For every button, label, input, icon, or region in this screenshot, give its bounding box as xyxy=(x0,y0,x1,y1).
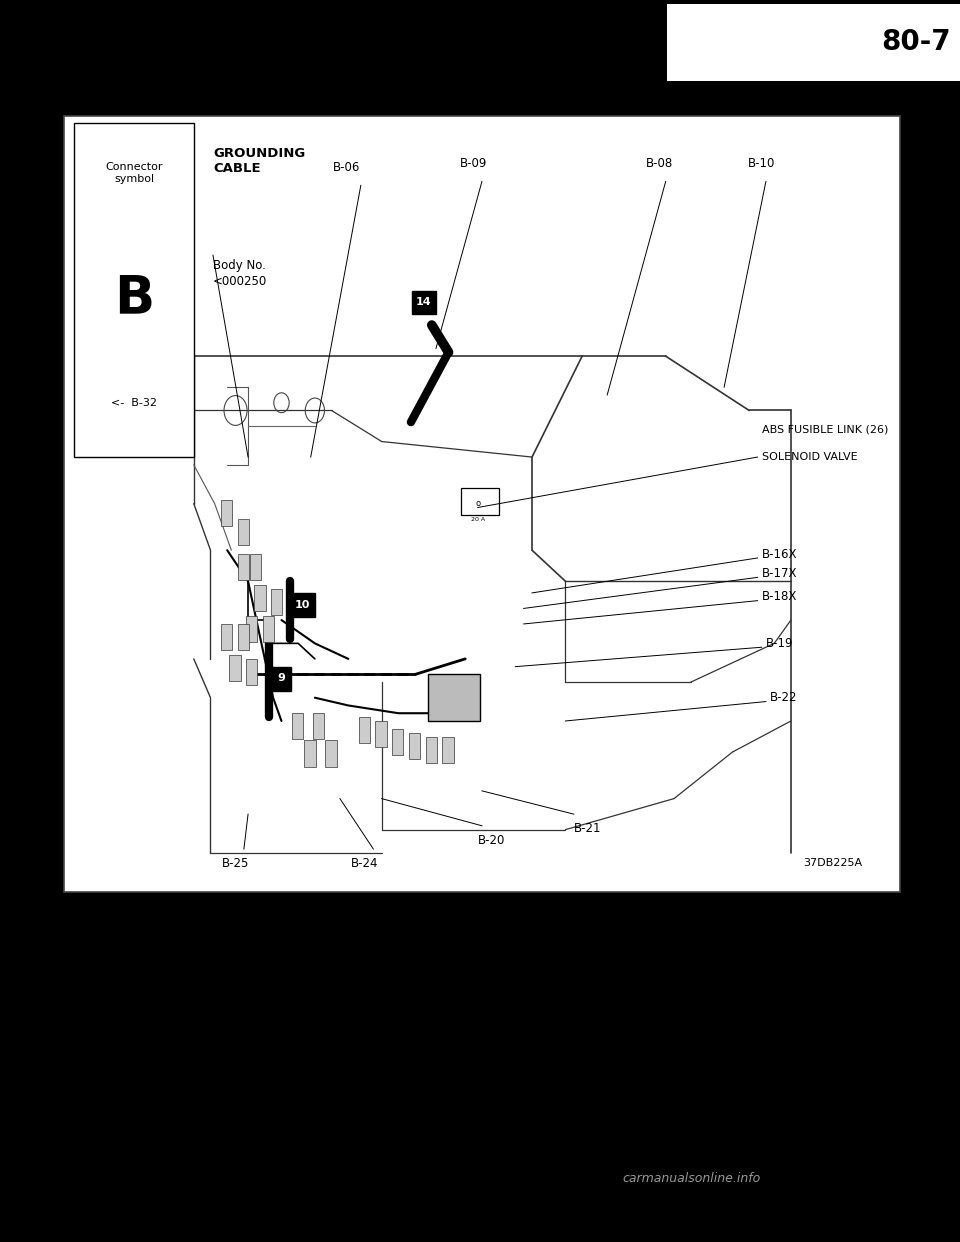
Text: 9: 9 xyxy=(277,673,285,683)
Bar xyxy=(246,660,257,686)
Text: B-19: B-19 xyxy=(766,637,793,650)
Bar xyxy=(291,594,315,617)
Text: B-06: B-06 xyxy=(333,160,360,174)
Text: B-25: B-25 xyxy=(222,857,250,869)
Bar xyxy=(427,674,480,720)
Bar xyxy=(221,499,232,525)
Bar xyxy=(409,733,420,759)
Text: B: B xyxy=(114,272,155,324)
Text: GROUNDING
CABLE: GROUNDING CABLE xyxy=(213,147,305,175)
Text: B-18X: B-18X xyxy=(761,590,797,604)
Bar xyxy=(271,589,282,615)
Bar xyxy=(667,4,960,81)
Text: 37DB225A: 37DB225A xyxy=(803,858,862,868)
Bar xyxy=(461,488,499,515)
Bar xyxy=(292,713,303,739)
Text: 20 A: 20 A xyxy=(470,517,485,522)
Text: 14: 14 xyxy=(416,297,431,307)
Bar xyxy=(221,623,232,650)
Bar xyxy=(254,585,266,611)
Text: Connector
symbol: Connector symbol xyxy=(106,161,163,185)
Bar xyxy=(246,616,257,642)
Bar xyxy=(263,616,274,642)
Bar xyxy=(238,623,249,650)
Text: B-20: B-20 xyxy=(478,833,505,847)
Bar xyxy=(64,116,900,892)
Text: ABS FUSIBLE LINK (26): ABS FUSIBLE LINK (26) xyxy=(761,425,888,435)
Bar xyxy=(238,519,249,545)
Text: B-21: B-21 xyxy=(574,822,601,835)
Text: B-16X: B-16X xyxy=(761,548,797,560)
Bar xyxy=(443,737,453,763)
Text: 10: 10 xyxy=(295,600,310,610)
Bar xyxy=(375,722,387,748)
Text: B-08: B-08 xyxy=(646,156,674,170)
Bar xyxy=(229,655,241,681)
Bar xyxy=(272,667,291,691)
Text: <-  B-32: <- B-32 xyxy=(111,397,157,407)
Text: Body No.
<000250: Body No. <000250 xyxy=(213,260,267,288)
Text: carmanualsonline.info: carmanualsonline.info xyxy=(622,1172,760,1185)
Text: B-17X: B-17X xyxy=(761,568,797,580)
Bar xyxy=(325,740,337,766)
Text: o: o xyxy=(475,499,480,508)
Text: B-10: B-10 xyxy=(748,156,776,170)
Text: B-22: B-22 xyxy=(770,692,798,704)
Bar xyxy=(251,554,261,580)
Bar xyxy=(412,291,436,314)
Bar xyxy=(0,898,960,1242)
Text: SOLENOID VALVE: SOLENOID VALVE xyxy=(761,452,857,462)
Text: 80-7: 80-7 xyxy=(880,29,950,56)
Text: B-24: B-24 xyxy=(351,857,379,869)
Bar xyxy=(393,729,403,755)
Bar xyxy=(304,740,316,766)
Bar xyxy=(425,737,437,763)
Bar xyxy=(359,717,370,743)
Bar xyxy=(313,713,324,739)
Text: B-09: B-09 xyxy=(460,156,488,170)
Bar xyxy=(238,554,249,580)
Bar xyxy=(74,123,194,457)
